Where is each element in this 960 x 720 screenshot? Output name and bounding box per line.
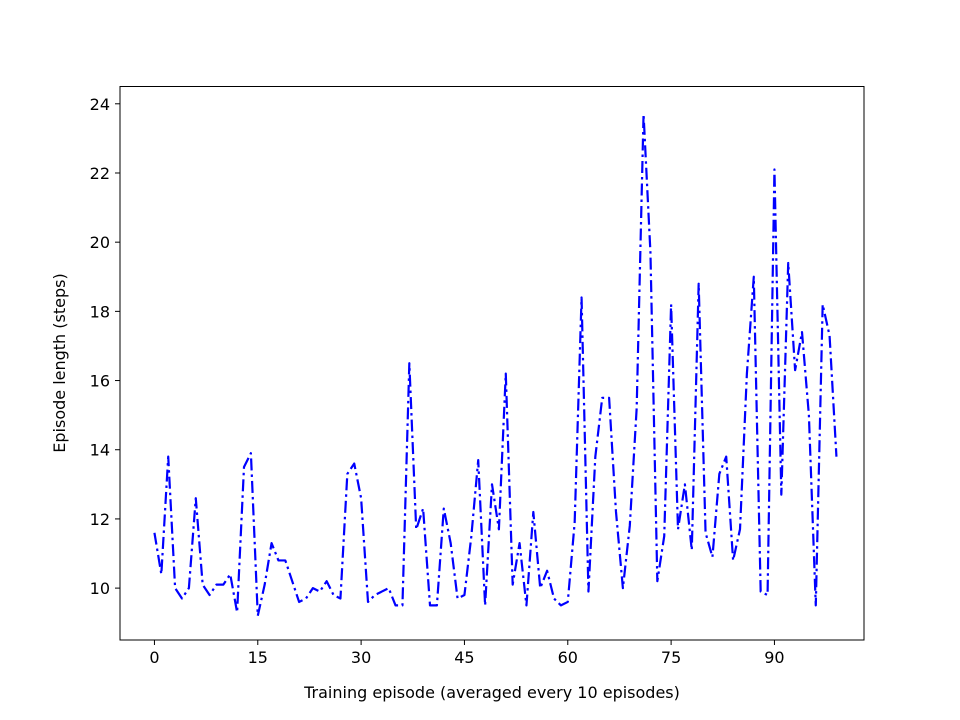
y-tick-label: 16	[90, 372, 110, 391]
x-axis-label: Training episode (averaged every 10 epis…	[303, 683, 680, 702]
y-tick-label: 22	[90, 164, 110, 183]
x-tick-label: 15	[248, 648, 268, 667]
x-tick-label: 60	[558, 648, 578, 667]
x-tick-label: 75	[661, 648, 681, 667]
y-tick-label: 12	[90, 510, 110, 529]
x-tick-label: 30	[351, 648, 371, 667]
series-layer	[153, 113, 838, 617]
plot-area	[120, 86, 864, 640]
y-tick-label: 18	[90, 302, 110, 321]
x-tick-label: 0	[149, 648, 159, 667]
x-axis: 0 15 30 45 60 75 90	[149, 640, 785, 667]
y-tick-label: 14	[90, 441, 110, 460]
plot-frame	[119, 86, 865, 641]
y-axis: 10 12 14 16 18 20 22 24	[90, 95, 120, 598]
x-tick-label: 90	[764, 648, 784, 667]
x-tick-label: 45	[454, 648, 474, 667]
y-tick-label: 24	[90, 95, 110, 114]
y-tick-label: 20	[90, 233, 110, 252]
y-tick-label: 10	[90, 579, 110, 598]
y-axis-label: Episode length (steps)	[50, 273, 69, 452]
series-line	[153, 113, 838, 617]
